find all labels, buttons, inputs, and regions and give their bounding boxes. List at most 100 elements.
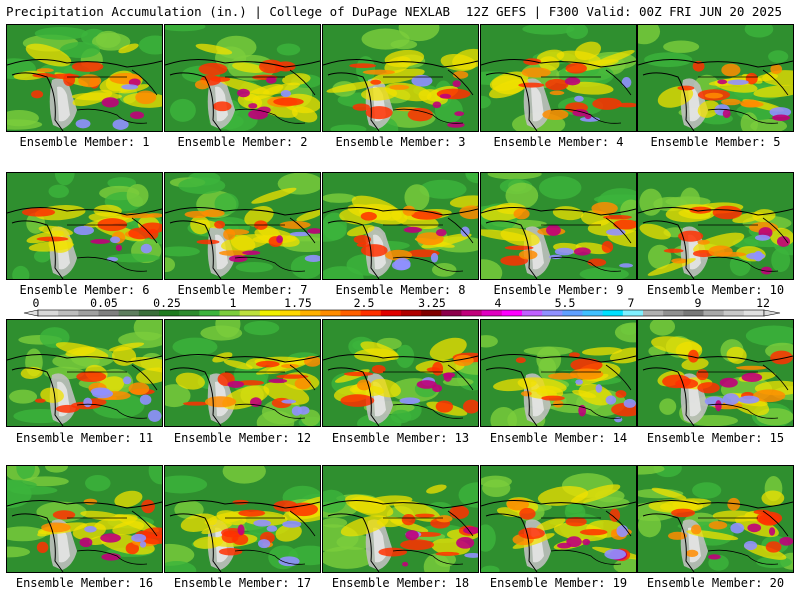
colorbar-swatch (199, 310, 220, 316)
colorbar-swatch (401, 310, 422, 316)
ensemble-map-panel (637, 24, 794, 132)
colorbar-swatch (683, 310, 704, 316)
colorbar-swatch (703, 310, 725, 316)
colorbar-scale (23, 309, 781, 317)
ensemble-map-panel (164, 172, 321, 280)
colorbar-swatch (300, 310, 321, 316)
ensemble-member-caption: Ensemble Member: 14 (489, 431, 628, 445)
ensemble-member-caption: Ensemble Member: 19 (489, 576, 628, 590)
colorbar-swatch (501, 310, 523, 316)
colorbar-swatch (441, 310, 462, 316)
precip-colorbar: 0 0.05 0.25 1 1.75 2.5 3.25 4 5.5 7 9 12 (0, 296, 800, 320)
ensemble-member-caption: Ensemble Member: 9 (493, 283, 624, 297)
colorbar-swatch (360, 310, 382, 316)
colorbar-swatch (98, 310, 120, 316)
ensemble-map-panel (322, 465, 479, 573)
colorbar-swatch (421, 310, 442, 316)
ensemble-map-panel (480, 172, 637, 280)
ensemble-member-caption: Ensemble Member: 17 (173, 576, 312, 590)
ensemble-map-panel (637, 319, 794, 427)
colorbar-swatch (259, 310, 281, 316)
colorbar-swatch (522, 310, 543, 316)
colorbar-swatch (118, 310, 140, 316)
precip-map (481, 25, 636, 131)
ensemble-member-caption: Ensemble Member: 12 (173, 431, 312, 445)
ensemble-member-caption: Ensemble Member: 18 (331, 576, 470, 590)
colorbar-tick-label: 9 (694, 296, 702, 310)
colorbar-tick-label: 0.25 (153, 296, 181, 310)
colorbar-swatch (320, 310, 341, 316)
ensemble-map-panel (480, 319, 637, 427)
precip-map (638, 466, 793, 572)
ensemble-map-panel (322, 24, 479, 132)
precip-map (638, 320, 793, 426)
ensemble-member-caption: Ensemble Member: 6 (19, 283, 150, 297)
colorbar-swatch (542, 310, 563, 316)
precip-map (7, 25, 162, 131)
ensemble-member-caption: Ensemble Member: 8 (335, 283, 466, 297)
precip-map (7, 466, 162, 572)
ensemble-map-panel (637, 465, 794, 573)
colorbar-tick-label: 1 (229, 296, 237, 310)
ensemble-member-caption: Ensemble Member: 13 (331, 431, 470, 445)
ensemble-map-panel (322, 172, 479, 280)
colorbar-swatch (239, 310, 261, 316)
ensemble-member-caption: Ensemble Member: 7 (177, 283, 308, 297)
ensemble-map-panel (6, 319, 163, 427)
colorbar-swatch (58, 310, 79, 316)
precip-map (165, 320, 320, 426)
precip-map (323, 25, 478, 131)
colorbar-swatch (643, 310, 664, 316)
precip-map (323, 320, 478, 426)
colorbar-right-arrow (763, 309, 781, 317)
colorbar-tick-label: 0 (32, 296, 40, 310)
colorbar-tick-label: 1.75 (284, 296, 312, 310)
precip-map (481, 173, 636, 279)
ensemble-map-panel (6, 465, 163, 573)
colorbar-swatch (340, 310, 362, 316)
precip-map (481, 466, 636, 572)
precip-map (165, 25, 320, 131)
precip-map (7, 320, 162, 426)
map-title: Precipitation Accumulation (in.) | Colle… (6, 4, 451, 19)
colorbar-left-arrow (23, 309, 39, 317)
precip-map (638, 25, 793, 131)
run-valid-time: 12Z GEFS | F300 Valid: 00Z FRI JUN 20 20… (465, 4, 782, 19)
ensemble-member-caption: Ensemble Member: 4 (493, 135, 624, 149)
ensemble-map-panel (6, 172, 163, 280)
colorbar-tick-label: 3.25 (418, 296, 446, 310)
precip-map (7, 173, 162, 279)
colorbar-swatch (723, 310, 745, 316)
colorbar-swatch (562, 310, 583, 316)
ensemble-map-panel (322, 319, 479, 427)
ensemble-member-caption: Ensemble Member: 1 (19, 135, 150, 149)
colorbar-swatch (219, 310, 241, 316)
colorbar-swatch (663, 310, 684, 316)
ensemble-map-panel (164, 319, 321, 427)
colorbar-swatch (622, 310, 644, 316)
ensemble-member-caption: Ensemble Member: 5 (650, 135, 781, 149)
colorbar-swatch (280, 310, 301, 316)
ensemble-member-caption: Ensemble Member: 20 (646, 576, 785, 590)
ensemble-map-panel (164, 24, 321, 132)
colorbar-swatch (743, 310, 765, 316)
precip-map (481, 320, 636, 426)
colorbar-tick-label: 2.5 (353, 296, 375, 310)
colorbar-swatch (481, 310, 503, 316)
precip-map (165, 173, 320, 279)
colorbar-swatch (582, 310, 604, 316)
ensemble-member-caption: Ensemble Member: 3 (335, 135, 466, 149)
ensemble-member-caption: Ensemble Member: 11 (15, 431, 154, 445)
precip-map (323, 173, 478, 279)
colorbar-tick-label: 4 (494, 296, 502, 310)
precip-map (165, 466, 320, 572)
ensemble-member-caption: Ensemble Member: 10 (646, 283, 785, 297)
colorbar-tick-label: 12 (756, 296, 770, 310)
colorbar-tick-label: 7 (627, 296, 635, 310)
colorbar-tick-label: 5.5 (554, 296, 576, 310)
ensemble-member-caption: Ensemble Member: 16 (15, 576, 154, 590)
precip-map (323, 466, 478, 572)
colorbar-swatch (602, 310, 624, 316)
colorbar-tick-label: 0.05 (90, 296, 118, 310)
ensemble-map-panel (164, 465, 321, 573)
